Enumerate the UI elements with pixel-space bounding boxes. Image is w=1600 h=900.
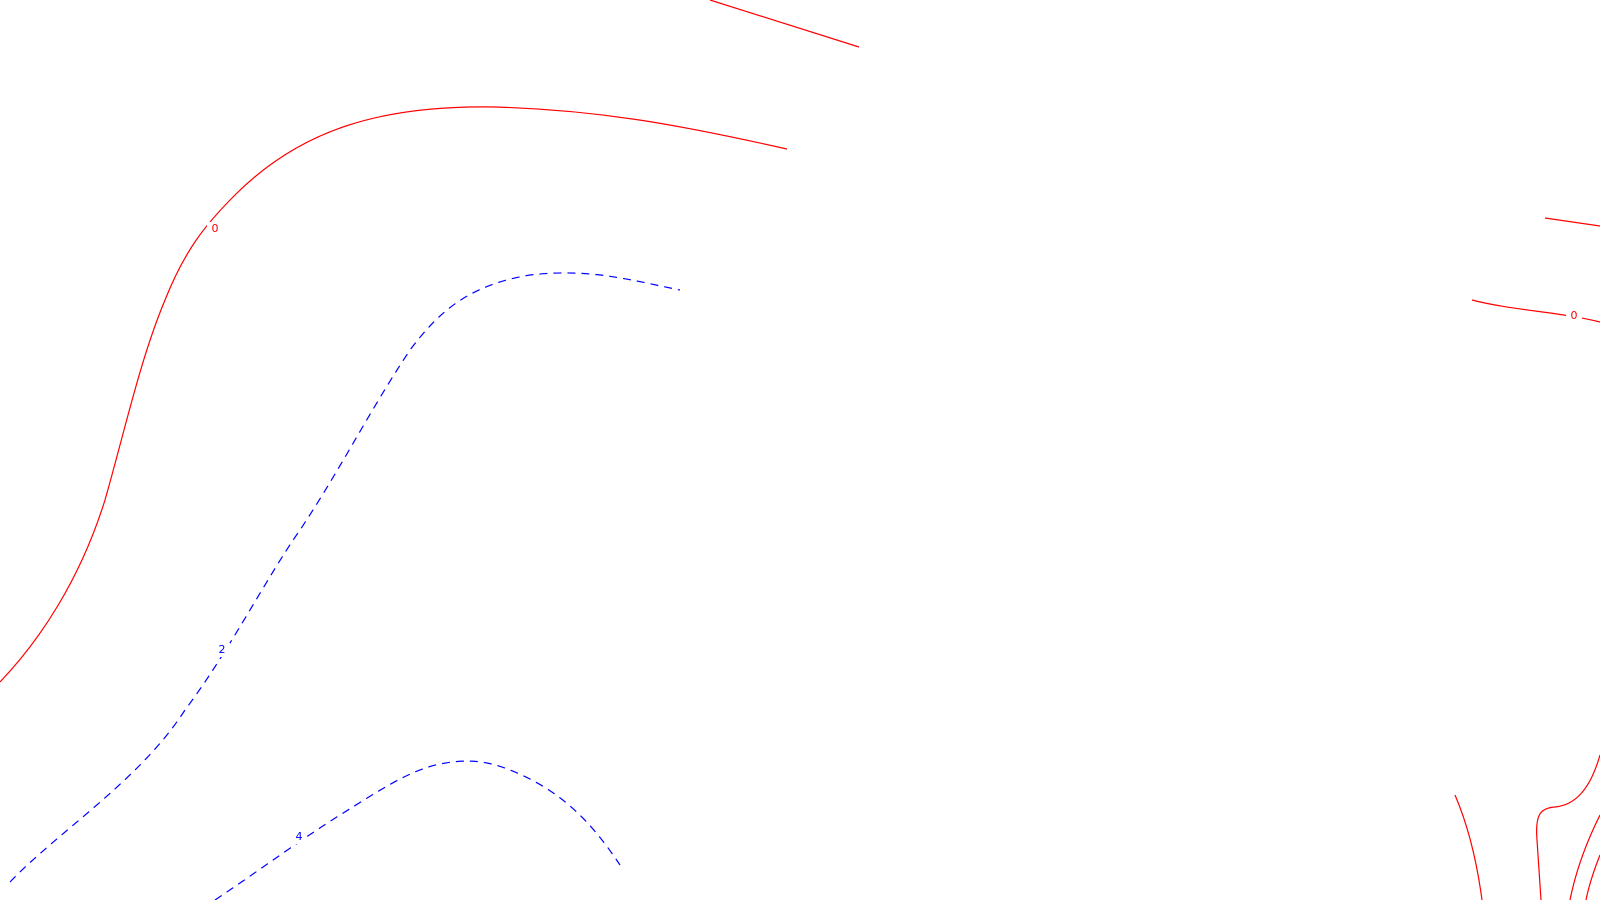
label-zero-left-halo bbox=[207, 222, 223, 236]
label-four-halo bbox=[291, 830, 307, 844]
contour-label-zero-left: 0 bbox=[212, 222, 219, 235]
contour-two bbox=[9, 272, 681, 883]
label-two-halo bbox=[214, 643, 230, 657]
contour-label-four: 4 bbox=[296, 830, 303, 843]
contour-label-zero-right: 0 bbox=[1571, 309, 1578, 322]
contour-zero-right bbox=[1471, 299, 1600, 323]
contour-zero-bottom-right-c bbox=[1569, 814, 1600, 900]
contour-label-two: 2 bbox=[219, 643, 226, 656]
contour-zero-main bbox=[0, 106, 788, 683]
contour-zero-bottom-right-a bbox=[1454, 794, 1483, 900]
contour-zero-bottom-right-b bbox=[1535, 754, 1600, 900]
label-zero-right-halo bbox=[1566, 309, 1582, 323]
contour-zero-right-upper bbox=[1544, 217, 1600, 227]
contour-zero-bottom-right-d bbox=[1585, 854, 1600, 900]
contour-four bbox=[214, 760, 621, 900]
contour-zero-top-segment bbox=[709, 0, 860, 48]
